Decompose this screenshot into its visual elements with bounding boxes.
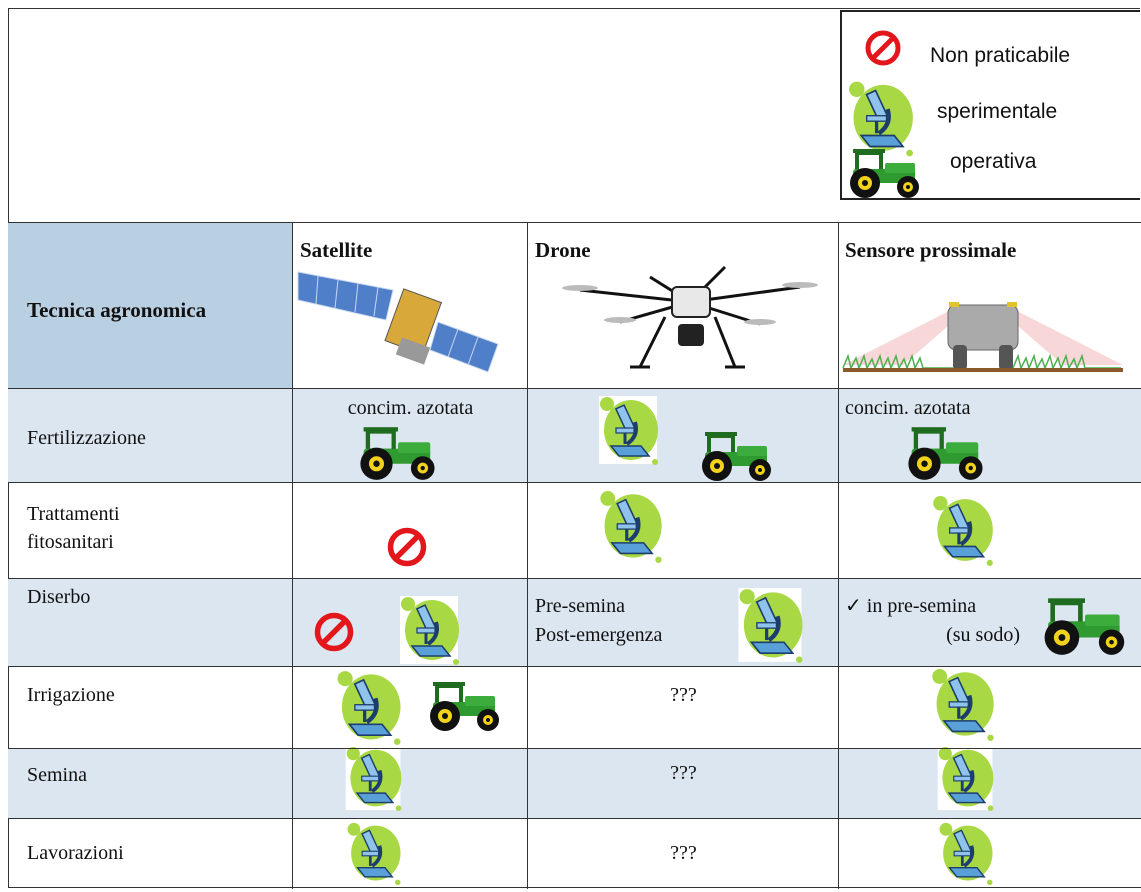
icon-no — [385, 525, 429, 569]
icon-microscope — [930, 495, 996, 567]
icon-no — [312, 610, 356, 654]
header-label: Tecnica agronomica — [27, 298, 207, 322]
row-label: Fertilizzazione — [27, 427, 146, 449]
icon-microscope — [397, 596, 463, 666]
icon-tractor — [845, 145, 925, 201]
row-line — [8, 748, 1141, 749]
row-label: Irrigazione — [27, 684, 115, 706]
cell-text: ✓ in pre-semina — [845, 595, 977, 617]
row-line — [8, 818, 1141, 819]
row-label: Lavorazioni — [27, 842, 124, 864]
icon-microscope — [596, 396, 662, 466]
row-band — [8, 389, 1141, 483]
row-line — [8, 887, 1141, 888]
icon-microscope — [738, 588, 804, 664]
col-line — [292, 389, 293, 889]
sensor-image — [842, 302, 1123, 372]
legend-item: operativa — [950, 150, 1037, 173]
icon-tractor — [425, 680, 505, 732]
row-label: Trattamenti fitosanitari — [27, 503, 120, 553]
icon-tractor — [903, 425, 989, 481]
header-cell — [293, 222, 528, 389]
column-header: Drone — [535, 238, 591, 262]
row-label: Semina — [27, 764, 87, 786]
icon-microscope — [933, 822, 999, 886]
col-line — [527, 389, 528, 889]
col-line — [838, 389, 839, 889]
row-line — [8, 666, 1141, 667]
cell-text: Post-emergenza — [535, 624, 663, 646]
cell-text: ??? — [670, 684, 697, 706]
icon-tractor — [1035, 596, 1135, 656]
cell-text: ??? — [670, 762, 697, 784]
legend-item: sperimentale — [937, 100, 1058, 123]
cell-text: (su sodo) — [946, 624, 1020, 646]
header-cell — [839, 222, 1141, 389]
icon-microscope — [340, 746, 408, 812]
icon-no — [863, 28, 903, 68]
icon-microscope — [933, 746, 999, 812]
icon-microscope — [930, 668, 996, 742]
header-cell — [8, 222, 293, 389]
legend-item: Non praticabile — [930, 44, 1071, 67]
column-header: Sensore prossimale — [845, 238, 1017, 262]
cell-text: concim. azotata — [347, 397, 474, 419]
row-label: Diserbo — [27, 586, 91, 608]
header-cell — [528, 222, 839, 389]
cell-text: ??? — [670, 842, 697, 864]
drone-image — [562, 265, 818, 369]
column-header: Satellite — [300, 238, 373, 262]
row-line — [8, 578, 1141, 579]
satellite-image — [297, 271, 499, 373]
icon-tractor — [695, 430, 779, 482]
row-line — [8, 482, 1141, 483]
icon-microscope — [340, 822, 408, 886]
row-band — [8, 579, 1141, 667]
icon-microscope — [598, 490, 664, 564]
icon-tractor — [355, 425, 441, 481]
icon-microscope — [333, 670, 405, 746]
cell-text: Pre-semina — [535, 595, 625, 617]
cell-text: concim. azotata — [845, 397, 971, 419]
